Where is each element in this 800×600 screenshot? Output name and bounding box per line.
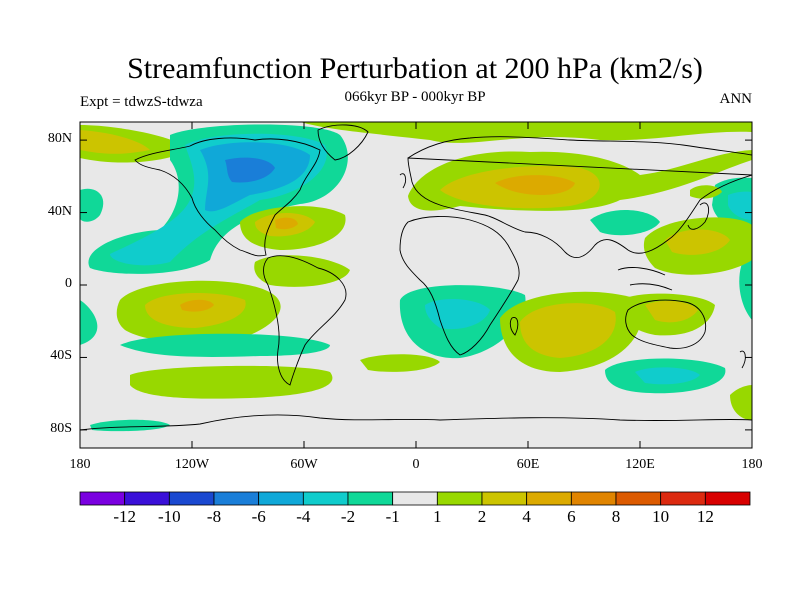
colorbar-level-label: 2 [477, 507, 487, 526]
colorbar-level-label: -6 [251, 507, 266, 526]
colorbar-level-label: -8 [206, 507, 222, 526]
colorbar-swatch [213, 491, 260, 506]
axis-ticks [79, 122, 753, 448]
colorbar-swatch [436, 491, 483, 506]
colorbar-swatch [615, 491, 662, 506]
coastline-layer [80, 124, 752, 431]
colorbar-level-label: -1 [385, 507, 400, 526]
x-tick-label: 60E [516, 457, 540, 472]
contour-region [665, 229, 730, 255]
x-tick-label: 180 [69, 457, 91, 472]
colorbar-swatch [347, 491, 394, 506]
y-tick-label: 80N [47, 131, 72, 147]
colorbar-level-label: -10 [157, 507, 181, 526]
colorbar-level-label: 12 [696, 507, 714, 526]
colorbar-level-label: -2 [340, 507, 356, 526]
contour-region [590, 210, 660, 236]
colorbar-level-label: -12 [113, 507, 136, 526]
colorbar-level-label: 6 [567, 507, 576, 526]
y-tick-label: 80S [50, 420, 72, 436]
experiment-label: Expt = tdwzS-tdwza [80, 94, 203, 110]
colorbar-swatch [570, 491, 617, 506]
colorbar-swatch [660, 491, 706, 506]
contour-region [360, 354, 440, 372]
contour-region [690, 185, 722, 199]
contour-region [520, 303, 616, 358]
contour-region [80, 188, 104, 222]
contour-region [275, 217, 298, 230]
coastline-africa [399, 216, 520, 356]
colorbar-swatch [526, 491, 572, 506]
coastline-eurasia [407, 136, 752, 259]
colorbar-swatch [302, 491, 349, 506]
contour-region [495, 175, 575, 196]
contour-region [130, 365, 333, 399]
colorbar-swatch [704, 491, 751, 506]
contour-region [90, 419, 170, 432]
contour-region [80, 300, 98, 345]
x-tick-label: 120E [625, 457, 655, 472]
coastline-japan [687, 202, 710, 230]
colorbar-swatch [124, 491, 170, 506]
x-tick-label: 120W [174, 457, 210, 472]
coastline-antarctica [80, 414, 752, 431]
colorbar-swatch [79, 491, 126, 506]
contour-region [730, 385, 752, 420]
colorbar-level-label: 4 [522, 507, 531, 526]
colorbar-swatch [392, 491, 438, 506]
contour-fill-layer [80, 122, 752, 432]
coastline-south-america [263, 255, 347, 386]
coastline-new-zealand [739, 350, 746, 369]
coastline-uk [399, 173, 407, 189]
plot-title: Streamfunction Perturbation at 200 hPa (… [127, 52, 703, 85]
colorbar-swatch [258, 491, 304, 506]
colorbar-swatch [481, 491, 528, 506]
coastline-australia [625, 299, 707, 349]
contour-region [80, 130, 150, 154]
coastline-indonesia [617, 267, 673, 291]
coastline-greenland [317, 124, 369, 161]
colorbar [79, 491, 751, 506]
colorbar-level-label: 1 [433, 507, 442, 526]
contour-region [254, 255, 350, 287]
colorbar-swatch [168, 491, 215, 506]
contour-region [80, 122, 752, 143]
coastline-madagascar [509, 317, 519, 336]
contour-region [425, 298, 490, 330]
colorbar-level-label: 10 [652, 507, 670, 526]
season-label: ANN [719, 91, 753, 107]
colorbar-level-label: -4 [296, 507, 311, 526]
contour-region [645, 300, 698, 323]
x-tick-label: 60W [290, 457, 318, 472]
contour-region [180, 299, 214, 312]
y-tick-label: 40S [50, 348, 72, 364]
y-tick-label: 40N [47, 203, 72, 219]
x-tick-label: 0 [412, 457, 420, 472]
colorbar-level-label: 8 [611, 507, 621, 526]
contour-region [225, 157, 275, 183]
contour-region [635, 367, 700, 385]
x-tick-label: 180 [741, 457, 763, 472]
plot-subtitle: 066kyr BP - 000kyr BP [344, 89, 486, 105]
y-tick-label: 0 [65, 276, 72, 291]
coastline-north-america [134, 137, 321, 257]
